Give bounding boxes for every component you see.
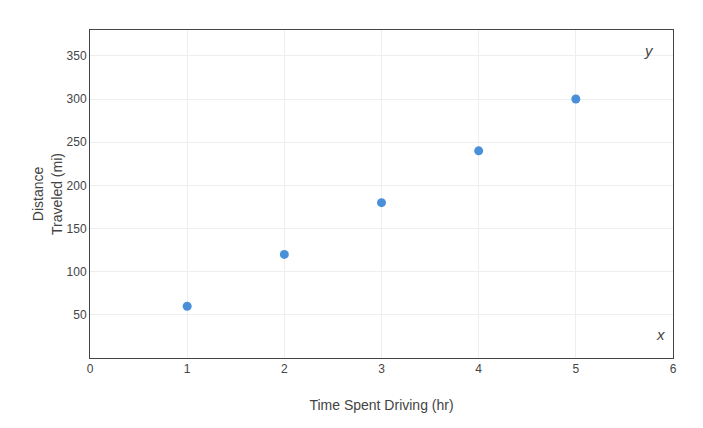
svg-text:y: y [644, 42, 654, 59]
svg-text:5: 5 [572, 362, 579, 376]
svg-text:50: 50 [73, 308, 87, 322]
svg-text:4: 4 [475, 362, 482, 376]
svg-text:3: 3 [378, 362, 385, 376]
svg-text:x: x [656, 326, 665, 343]
svg-text:150: 150 [67, 222, 87, 236]
svg-text:0: 0 [87, 362, 94, 376]
svg-text:2: 2 [281, 362, 288, 376]
svg-text:300: 300 [67, 92, 87, 106]
svg-text:250: 250 [67, 135, 87, 149]
svg-text:100: 100 [67, 265, 87, 279]
svg-text:Time Spent Driving (hr): Time Spent Driving (hr) [309, 397, 453, 413]
svg-text:1: 1 [184, 362, 191, 376]
svg-text:350: 350 [67, 49, 87, 63]
svg-text:200: 200 [67, 179, 87, 193]
svg-text:DistanceTraveled (mi): DistanceTraveled (mi) [30, 153, 64, 235]
svg-text:6: 6 [670, 362, 677, 376]
